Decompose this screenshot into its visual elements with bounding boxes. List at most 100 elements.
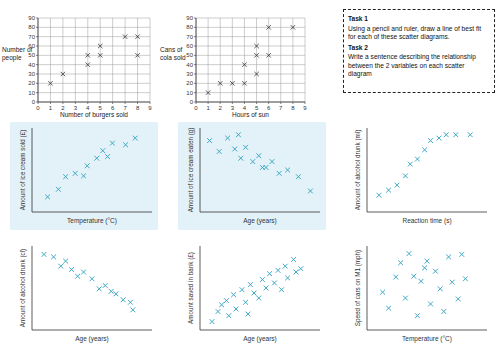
grid-line [38,18,150,19]
grid-line [38,83,150,84]
x-axis [200,330,320,331]
point [218,81,222,85]
point [105,154,110,159]
x-axis-label: Number of burgers sold [60,111,128,119]
grid-line [196,55,305,56]
point [86,53,90,57]
tick-label: 50 [28,52,35,58]
point [98,44,102,48]
point [456,297,461,302]
grid-line [137,18,138,102]
point [256,296,261,301]
tick-label: 9 [148,105,152,111]
point [386,306,391,311]
point [130,307,135,312]
task-text: Using a pencil and ruler, draw a line of… [348,25,490,42]
point [238,156,243,161]
y-axis-label: Amount of ice cream eaten (g) [187,128,195,213]
y-axis [367,128,368,212]
point [453,132,458,137]
scatter-chart: Age (years)Amount saved in bank (£) [187,246,320,343]
tick-label: 80 [28,24,35,30]
point [277,171,282,176]
x-axis-label: Reaction time (s) [402,217,451,225]
y-axis-label: Number ofpeople [2,46,33,62]
point [85,163,90,168]
y-axis [32,128,33,212]
point [207,138,212,143]
tick-label: 0 [36,105,40,111]
point [408,162,413,167]
point [242,62,246,66]
point [425,259,430,264]
point [415,157,420,162]
tick-label: 30 [28,71,35,77]
point [234,307,239,312]
grid-line [38,92,150,93]
grid-line [244,18,245,102]
point [285,168,290,173]
point [81,173,86,178]
y-axis [32,246,33,330]
point [279,287,284,292]
scatter-chart: 01234567890102030405060708090Number of b… [2,15,152,119]
y-axis-label: Speed of cars on M1 (mph) [354,250,362,326]
tick-label: 70 [186,34,193,40]
x-axis [367,330,487,331]
tick-label: 9 [303,105,307,111]
point [450,280,455,285]
point [236,132,241,137]
chart-background [10,122,158,230]
grid-line [50,18,51,102]
tick-label: 80 [186,24,193,30]
x-axis-label: Temperature (°C) [67,217,117,225]
points [45,136,137,200]
scatter-chart: 01234567890102030405060708090Hours of su… [160,15,307,118]
point [407,251,412,256]
point [395,183,400,188]
point [103,283,108,288]
task-box: Task 1Using a pencil and ruler, draw a l… [343,9,495,93]
y-axis [196,18,197,102]
y-axis-label: Amount of alcohol drunk (ml) [354,130,362,211]
y-axis-label: Amount saved in bank (£) [187,252,195,324]
point [110,141,115,146]
point [252,291,257,296]
point [232,147,237,152]
y-axis-label: Cans ofcola sold [160,46,186,61]
point [45,194,50,199]
point [224,298,229,303]
x-axis [32,330,152,331]
point [264,286,269,291]
point [393,275,398,280]
point [250,159,255,164]
points [48,34,140,85]
y-axis [200,246,201,330]
tick-label: 20 [28,80,35,86]
point [266,53,270,57]
point [260,277,265,282]
point [225,136,230,141]
points [42,252,136,312]
grid-line [256,18,257,102]
tick-label: 8 [136,105,140,111]
point [219,302,224,307]
point [308,189,313,194]
tick-label: 30 [186,71,193,77]
y-axis-label: Amount of alcohol drunk (cl) [19,249,27,327]
point [61,72,65,76]
point [90,276,95,281]
points [210,257,304,324]
point [48,81,52,85]
tick-label: 40 [28,62,35,68]
grid-line [38,46,150,47]
point [121,297,126,302]
scatter-chart: Age (years)Amount of alcohol drunk (cl) [19,246,152,343]
point [254,72,258,76]
point [216,309,221,314]
grid-line [196,18,305,19]
point [415,313,420,318]
grid-line [268,18,269,102]
point [243,145,248,150]
task-heading: Task 1 [348,15,490,24]
